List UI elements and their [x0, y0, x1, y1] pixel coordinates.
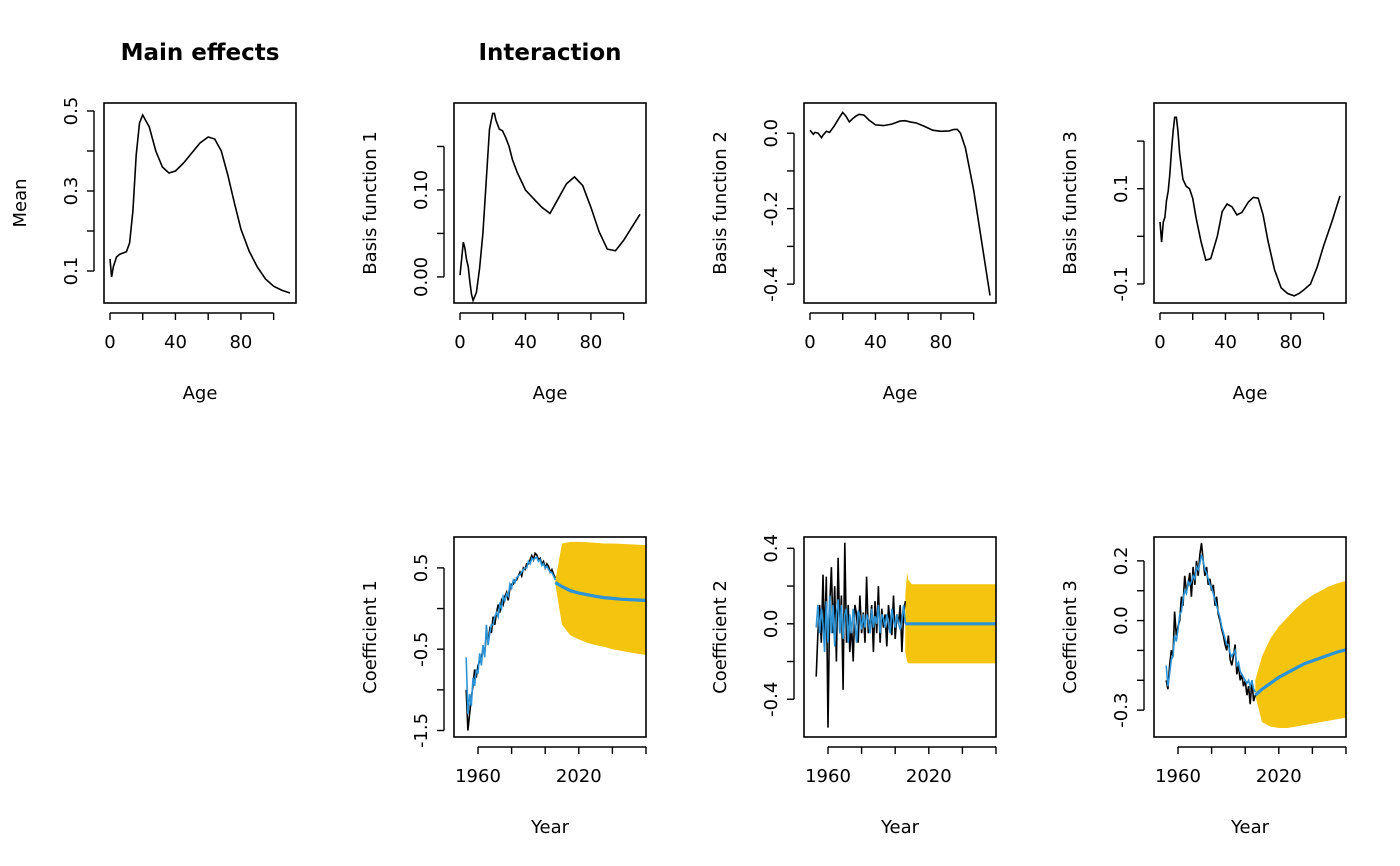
coef2-y-tick-label: -0.4: [761, 682, 782, 717]
basis1-line: [459, 112, 641, 303]
coef1-forecast-line: [554, 581, 646, 602]
coef3-y-axis-label: Coefficient 3: [1060, 580, 1081, 694]
coef2-x-axis-label: Year: [880, 817, 920, 838]
coef3-y-tick-label: -0.3: [1111, 693, 1132, 728]
coef3-x-axis-label: Year: [1230, 817, 1270, 838]
coef1-x-tick-label: 1960: [455, 766, 501, 787]
basis3-y-tick-label: -0.1: [1111, 266, 1132, 301]
mean-line: [109, 113, 291, 294]
coef2-frame: [803, 536, 997, 738]
coef3-observed-line: [1165, 542, 1257, 705]
coef3-forecast-line: [1254, 648, 1346, 697]
basis1-frame: [453, 102, 647, 304]
coef2-y-tick-label: 0.0: [761, 609, 782, 638]
basis3-plot-area: [1159, 116, 1341, 297]
coef3-prediction-interval: [1255, 580, 1346, 728]
mean-x-tick-label: 80: [229, 332, 252, 353]
interaction-title: Interaction: [478, 40, 621, 66]
basis3-y-axis-label: Basis function 3: [1060, 131, 1081, 275]
mean-y-axis-label: Mean: [10, 178, 31, 227]
mean-panel: 0 40 80 0.1 0.3 0.5 Age Mean: [10, 97, 297, 404]
coef3-x-tick-label: 2020: [1256, 766, 1302, 787]
coef2-y-axis-label: Coefficient 2: [710, 580, 731, 694]
coef1-plot-area: [465, 541, 646, 731]
basis1-y-tick-label: 0.00: [411, 257, 432, 297]
coef1-x-axis-label: Year: [530, 817, 570, 838]
basis2-frame: [803, 102, 997, 304]
mean-y-tick-label: 0.1: [61, 257, 82, 286]
basis1-plot-area: [459, 112, 641, 303]
basis2-x-tick-label: 40: [864, 332, 887, 353]
coef2-plot-area: [815, 542, 996, 728]
coef1-y-tick-label: 0.5: [411, 554, 432, 583]
coef1-y-tick-label: -0.5: [411, 632, 432, 667]
basis2-y-tick-label: 0.0: [761, 119, 782, 148]
basis3-panel: 0 40 80 -0.1 0.1 Age Basis function 3: [1060, 102, 1347, 404]
basis3-line: [1159, 116, 1341, 297]
mean-y-tick-label: 0.3: [61, 177, 82, 206]
basis1-x-tick-label: 80: [579, 332, 602, 353]
mean-x-tick-label: 0: [104, 332, 115, 353]
coef3-plot-area: [1165, 542, 1346, 728]
basis2-x-axis-label: Age: [883, 383, 918, 404]
coef3-panel: 1960 2020 -0.3 0.0 0.2 Year Coefficient 3: [1060, 536, 1347, 838]
basis3-frame: [1153, 102, 1347, 304]
basis1-panel: 0 40 80 0.00 0.10 Age Basis function 1: [360, 102, 647, 404]
basis2-y-tick-label: -0.4: [761, 267, 782, 302]
basis1-y-axis-label: Basis function 1: [360, 131, 381, 275]
mean-x-axis-label: Age: [183, 383, 218, 404]
coef1-x-tick-label: 2020: [556, 766, 602, 787]
coef2-x-tick-label: 2020: [906, 766, 952, 787]
basis2-y-axis-label: Basis function 2: [710, 131, 731, 275]
basis1-x-tick-label: 40: [514, 332, 537, 353]
mean-y-tick-label: 0.5: [61, 97, 82, 126]
basis3-x-axis-label: Age: [1233, 383, 1268, 404]
basis3-x-tick-label: 40: [1214, 332, 1237, 353]
coef2-prediction-interval: [905, 572, 996, 664]
basis2-x-tick-label: 80: [929, 332, 952, 353]
coef2-y-tick-label: 0.4: [761, 534, 782, 563]
coef1-frame: [453, 536, 647, 738]
coef2-fitted-line: [815, 595, 907, 653]
coef3-frame: [1153, 536, 1347, 738]
mean-frame: [103, 102, 297, 304]
basis3-x-tick-label: 0: [1154, 332, 1165, 353]
basis2-panel: 0 40 80 -0.4 -0.2 0.0 Age Basis function 2: [710, 102, 997, 404]
basis1-x-tick-label: 0: [454, 332, 465, 353]
coef3-y-tick-label: 0.2: [1111, 547, 1132, 576]
basis1-y-tick-label: 0.10: [411, 170, 432, 210]
basis2-line: [809, 111, 991, 296]
basis3-x-tick-label: 80: [1279, 332, 1302, 353]
coef3-fitted-line: [1165, 554, 1256, 693]
basis2-plot-area: [809, 111, 991, 296]
basis3-y-tick-label: 0.1: [1111, 174, 1132, 203]
coef2-x-tick-label: 1960: [805, 766, 851, 787]
basis2-y-tick-label: -0.2: [761, 191, 782, 226]
coef2-panel: 1960 2020 -0.4 0.0 0.4 Year Coefficient 2: [710, 534, 997, 838]
basis2-x-tick-label: 0: [804, 332, 815, 353]
coef1-y-tick-label: -1.5: [411, 713, 432, 748]
basis1-x-axis-label: Age: [533, 383, 568, 404]
coef3-y-tick-label: 0.0: [1111, 606, 1132, 635]
coef2-observed-line: [815, 542, 907, 728]
coef1-y-axis-label: Coefficient 1: [360, 580, 381, 694]
main-effects-title: Main effects: [121, 40, 280, 66]
coef1-panel: 1960 2020 -1.5 -0.5 0.5 Year Coefficient 1: [360, 536, 647, 838]
coef1-fitted-line: [465, 556, 557, 715]
coef1-observed-line: [465, 551, 557, 731]
mean-x-tick-label: 40: [164, 332, 187, 353]
mean-plot-area: [109, 113, 291, 294]
coef3-x-tick-label: 1960: [1155, 766, 1201, 787]
